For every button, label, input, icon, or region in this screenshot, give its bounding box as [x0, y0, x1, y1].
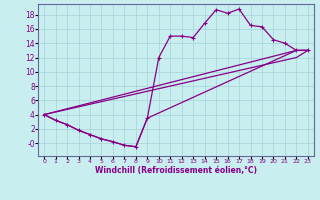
X-axis label: Windchill (Refroidissement éolien,°C): Windchill (Refroidissement éolien,°C) — [95, 166, 257, 175]
